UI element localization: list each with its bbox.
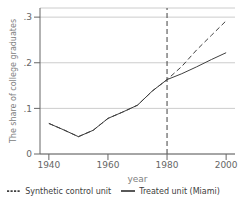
svg-text:2000: 2000 — [215, 160, 238, 170]
svg-text:1980: 1980 — [156, 160, 179, 170]
svg-text:The share of college graduates: The share of college graduates — [9, 19, 18, 144]
svg-text:0: 0 — [26, 149, 32, 159]
html-text:Treated unit (Miami): Treated unit (Miami) — [139, 186, 220, 196]
svg-text:.3: .3 — [23, 12, 32, 22]
svg-text:.1: .1 — [23, 104, 32, 114]
svg-text:1940: 1940 — [37, 160, 60, 170]
svg-text:year: year — [127, 174, 147, 184]
svg-text:.2: .2 — [23, 58, 32, 68]
svg-text:1960: 1960 — [97, 160, 120, 170]
html-text:Synthetic control unit: Synthetic control unit — [25, 186, 112, 196]
